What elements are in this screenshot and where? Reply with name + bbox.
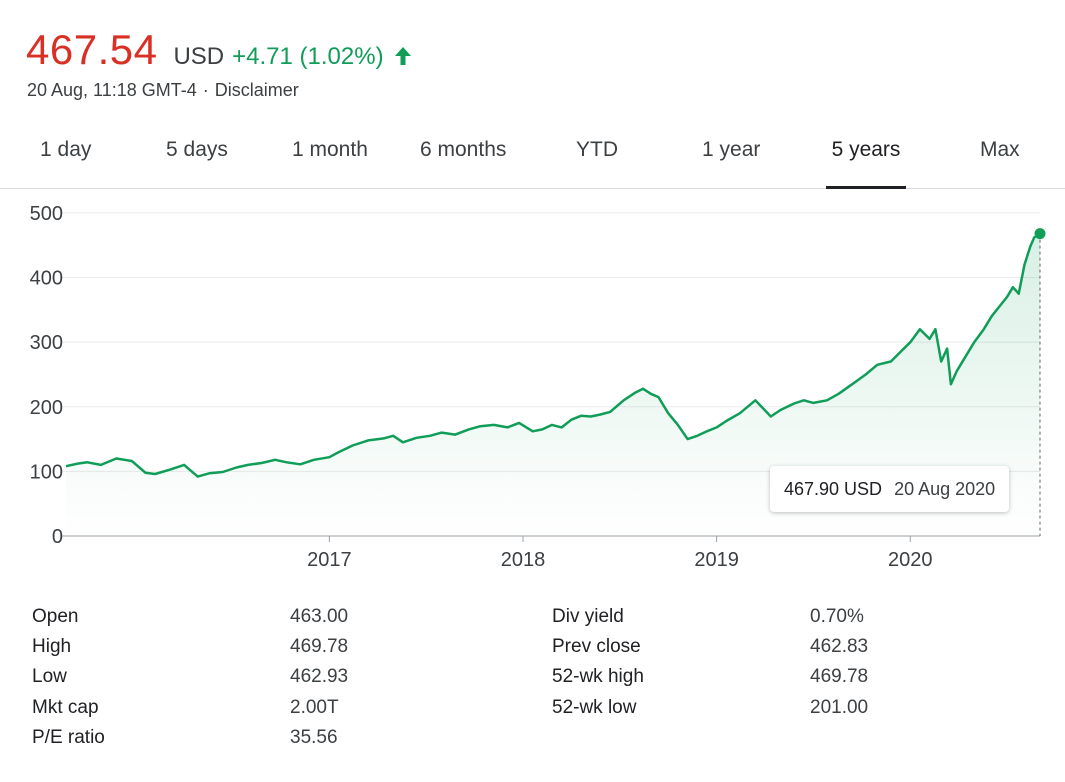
price-change: +4.71 (1.02%) <box>232 43 384 70</box>
x-tick-label: 2017 <box>307 549 352 571</box>
stat-label: Mkt cap <box>32 697 99 718</box>
stat-label: Low <box>32 666 67 687</box>
price-chart-svg: 0 100 200 300 400 500 2017 2018 2019 2020 <box>30 203 1046 571</box>
y-tick-label: 500 <box>30 203 63 225</box>
stat-value: 469.78 <box>810 666 869 687</box>
tooltip-date: 20 Aug 2020 <box>894 478 996 499</box>
stat-value: 463.00 <box>290 606 349 627</box>
stat-value: 2.00T <box>290 697 339 718</box>
tab-6-months[interactable]: 6 months <box>420 138 507 161</box>
stat-value: 469.78 <box>290 636 349 657</box>
price-line <box>65 232 1041 478</box>
tab-5-years[interactable]: 5 years <box>826 138 906 189</box>
x-tick-label: 2020 <box>888 549 933 571</box>
stat-label: Prev close <box>552 636 641 657</box>
stat-label: Open <box>32 606 79 627</box>
quote-header: 467.54 USD +4.71 (1.02%) <box>26 26 412 76</box>
y-tick-label: 400 <box>30 268 63 290</box>
tooltip-value: 467.90 USD <box>784 478 883 499</box>
stat-label: 52-wk low <box>552 697 637 718</box>
y-tick-label: 100 <box>30 461 63 483</box>
stat-value: 462.93 <box>290 666 349 687</box>
tab-1-day[interactable]: 1 day <box>40 138 92 161</box>
stat-label: Div yield <box>552 606 624 627</box>
stat-label: P/E ratio <box>32 727 105 748</box>
arrow-up-icon <box>394 46 412 66</box>
x-tick-label: 2018 <box>501 549 546 571</box>
x-tick-label: 2019 <box>694 549 739 571</box>
tab-1-year[interactable]: 1 year <box>702 138 761 161</box>
quote-subline: 20 Aug, 11:18 GMT-4 · Disclaimer <box>27 80 299 101</box>
current-price: 467.54 <box>26 26 158 73</box>
y-tick-label: 0 <box>52 526 63 548</box>
price-area-fill <box>66 233 1040 536</box>
stat-label: 52-wk high <box>552 666 644 687</box>
tab-max[interactable]: Max <box>980 138 1020 161</box>
tab-1-month[interactable]: 1 month <box>292 138 368 161</box>
price-chart[interactable]: 0 100 200 300 400 500 2017 2018 2019 2020 467.90 … <box>0 190 1065 590</box>
stat-label: High <box>32 636 72 657</box>
tab-5-days[interactable]: 5 days <box>166 138 228 161</box>
y-tick-label: 200 <box>30 397 63 419</box>
chart-tooltip: 467.90 USD 20 Aug 2020 <box>770 466 1010 512</box>
quote-timestamp: 20 Aug, 11:18 GMT-4 <box>27 80 197 100</box>
currency-label: USD <box>173 43 225 70</box>
stat-value: 35.56 <box>290 727 338 748</box>
stat-value: 201.00 <box>810 697 869 718</box>
tab-ytd[interactable]: YTD <box>576 138 618 161</box>
disclaimer-link[interactable]: Disclaimer <box>214 80 299 100</box>
stat-value: 0.70% <box>810 606 864 627</box>
y-tick-label: 300 <box>30 332 63 354</box>
stat-value: 462.83 <box>810 636 869 657</box>
separator: · <box>202 80 209 100</box>
current-point-marker <box>1034 228 1046 240</box>
range-tabs: 1 day 5 days 1 month 6 months YTD 1 year… <box>0 130 1065 189</box>
